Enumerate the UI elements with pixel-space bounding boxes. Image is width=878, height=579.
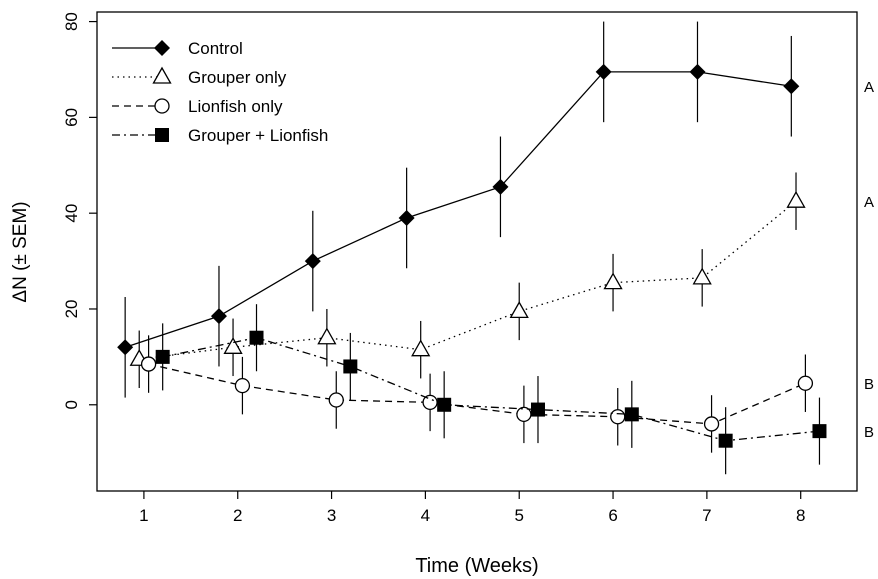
data-point bbox=[398, 209, 415, 226]
x-tick-label-7: 7 bbox=[702, 506, 711, 525]
group-label-1: A bbox=[864, 79, 874, 96]
x-tick-label-5: 5 bbox=[514, 506, 523, 525]
legend-label: Control bbox=[188, 39, 243, 58]
data-point bbox=[783, 78, 800, 95]
series-line bbox=[139, 200, 797, 360]
data-point bbox=[117, 339, 134, 356]
y-tick-label-0: 0 bbox=[62, 400, 81, 409]
y-tick-label-20: 20 bbox=[62, 300, 81, 319]
y-axis-label: ΔN (± SEM) bbox=[10, 201, 31, 302]
legend-marker bbox=[152, 66, 172, 84]
data-point bbox=[797, 375, 814, 391]
legend-marker bbox=[154, 40, 170, 56]
x-axis: 1 2 3 4 5 6 7 8 bbox=[139, 491, 805, 525]
x-tick-label-1: 1 bbox=[139, 506, 148, 525]
group-label-3: B bbox=[864, 376, 874, 393]
y-tick-label-40: 40 bbox=[62, 204, 81, 223]
x-tick-label-2: 2 bbox=[233, 506, 242, 525]
data-point bbox=[492, 178, 509, 195]
data-point bbox=[509, 301, 529, 319]
data-point bbox=[328, 392, 344, 408]
group-labels: A A B B bbox=[864, 79, 874, 441]
group-label-4: B bbox=[864, 424, 874, 441]
data-point bbox=[317, 327, 337, 345]
x-tick-label-8: 8 bbox=[796, 506, 805, 525]
legend-marker bbox=[154, 98, 170, 114]
data-point bbox=[411, 339, 431, 357]
legend-item-2: Grouper only bbox=[112, 66, 287, 87]
data-point bbox=[624, 407, 639, 422]
x-tick-label-6: 6 bbox=[608, 506, 617, 525]
legend-item-4: Grouper + Lionfish bbox=[112, 126, 328, 145]
legend-label: Grouper only bbox=[188, 68, 287, 87]
legend: Control Grouper only Lionfish only Grouper … bbox=[112, 39, 328, 145]
data-point bbox=[223, 336, 243, 354]
plot-frame bbox=[96, 11, 858, 492]
legend-item-3: Lionfish only bbox=[112, 97, 283, 116]
series-1 bbox=[117, 21, 800, 398]
y-tick-label-80: 80 bbox=[62, 12, 81, 31]
data-point bbox=[422, 394, 438, 411]
data-point bbox=[718, 433, 733, 448]
data-point bbox=[210, 308, 227, 325]
data-point bbox=[249, 330, 264, 345]
y-tick-label-60: 60 bbox=[62, 108, 81, 127]
y-axis: 0 20 40 60 80 bbox=[62, 12, 97, 410]
series-3 bbox=[140, 335, 814, 453]
series-line bbox=[162, 337, 820, 442]
group-label-2: A bbox=[864, 194, 874, 211]
data-point bbox=[689, 63, 706, 80]
data-point bbox=[812, 424, 827, 439]
data-point bbox=[786, 190, 806, 208]
data-point bbox=[692, 267, 712, 285]
data-point bbox=[610, 409, 626, 425]
x-axis-label: Time (Weeks) bbox=[415, 555, 538, 577]
series-2 bbox=[129, 172, 806, 389]
data-point bbox=[304, 253, 321, 270]
data-point bbox=[530, 402, 545, 417]
series-line bbox=[148, 363, 806, 425]
data-point bbox=[155, 349, 170, 364]
data-point bbox=[595, 63, 612, 80]
data-point bbox=[516, 406, 532, 423]
series-4 bbox=[155, 304, 827, 475]
series-line bbox=[124, 71, 792, 348]
data-point bbox=[234, 377, 251, 394]
data-point bbox=[343, 359, 358, 374]
data-point bbox=[703, 416, 720, 432]
legend-marker bbox=[155, 128, 169, 142]
series-layer bbox=[117, 21, 827, 475]
x-tick-label-4: 4 bbox=[421, 506, 430, 525]
legend-item-1: Control bbox=[112, 39, 243, 58]
data-point bbox=[603, 272, 623, 290]
data-point bbox=[437, 397, 452, 412]
data-point bbox=[140, 356, 157, 372]
legend-label: Lionfish only bbox=[188, 97, 283, 116]
x-tick-label-3: 3 bbox=[327, 506, 336, 525]
legend-label: Grouper + Lionfish bbox=[188, 126, 328, 145]
